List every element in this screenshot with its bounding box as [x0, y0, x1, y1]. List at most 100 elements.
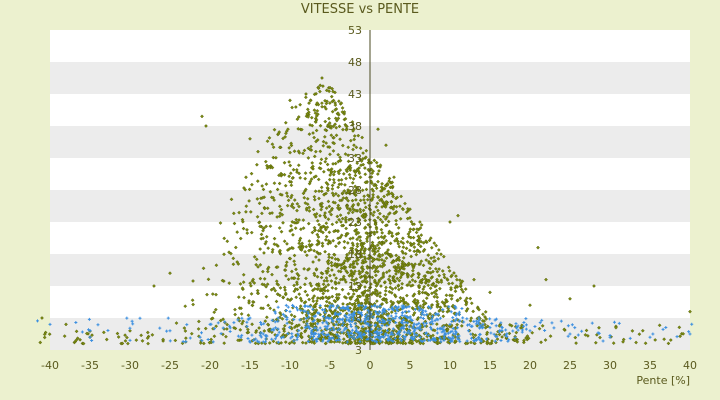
data-point [260, 184, 265, 188]
data-point [640, 328, 645, 333]
data-point [328, 168, 333, 173]
data-point [305, 196, 310, 201]
data-point [637, 332, 642, 337]
data-point [393, 238, 397, 243]
data-point [358, 255, 363, 260]
y-tick-label: 18 [348, 248, 362, 261]
data-point [290, 105, 294, 110]
data-point [372, 218, 377, 223]
data-point [353, 153, 358, 158]
data-point [277, 226, 282, 230]
data-point [62, 334, 67, 339]
data-point [292, 198, 297, 202]
data-point [434, 288, 439, 293]
data-point [305, 253, 309, 258]
data-point [389, 310, 394, 314]
x-tick-label: -35 [81, 359, 99, 372]
data-point [396, 269, 401, 274]
data-point [36, 319, 40, 323]
data-point [409, 219, 414, 224]
data-point [261, 187, 266, 192]
data-point [295, 117, 300, 122]
data-point [319, 207, 324, 212]
data-point [318, 251, 322, 256]
data-point [384, 300, 389, 305]
data-point [305, 202, 310, 207]
data-point [353, 298, 358, 303]
data-point [320, 244, 325, 248]
data-point [264, 294, 269, 299]
data-point [326, 188, 330, 193]
data-point [312, 212, 317, 217]
data-point [289, 313, 294, 317]
data-point [314, 128, 319, 133]
data-point [258, 247, 263, 251]
data-point [461, 289, 466, 294]
data-point [377, 246, 382, 251]
data-point [321, 143, 326, 148]
data-point [201, 341, 206, 346]
data-point [384, 238, 389, 243]
data-point [305, 112, 310, 116]
data-point [323, 237, 328, 242]
data-point [382, 263, 387, 267]
data-point [318, 149, 323, 154]
data-point [447, 269, 452, 273]
data-point [255, 162, 259, 167]
data-point [326, 123, 330, 127]
data-point [150, 333, 155, 337]
data-point [389, 299, 393, 304]
data-point [284, 191, 289, 196]
data-point [291, 167, 296, 172]
data-point [365, 197, 370, 202]
data-point [324, 156, 329, 161]
x-tick-label: 0 [367, 359, 374, 372]
data-point [139, 333, 144, 338]
data-point [311, 299, 316, 304]
data-point [380, 205, 384, 209]
data-point [388, 241, 393, 246]
data-point [346, 153, 351, 158]
data-point [120, 341, 125, 346]
data-point [389, 191, 394, 196]
data-point [245, 231, 250, 236]
data-point [341, 261, 346, 266]
data-point [380, 220, 385, 224]
data-point [401, 207, 405, 212]
data-point [337, 124, 342, 129]
data-point [250, 322, 254, 327]
data-point [310, 288, 315, 293]
data-point [419, 223, 424, 227]
data-point [303, 201, 308, 205]
data-point [336, 269, 341, 274]
data-point [329, 126, 333, 130]
data-point [254, 262, 259, 267]
data-point [340, 223, 344, 228]
data-point [328, 273, 332, 278]
data-point [324, 221, 329, 226]
data-point [326, 282, 331, 287]
data-point [326, 269, 330, 274]
data-point [289, 326, 294, 331]
data-point [314, 308, 319, 312]
data-point [364, 187, 369, 192]
data-point [260, 282, 265, 287]
data-point [366, 288, 370, 293]
data-point [396, 264, 401, 269]
data-point [338, 168, 343, 172]
data-point [318, 123, 323, 128]
data-point [81, 341, 86, 346]
data-point [424, 291, 429, 295]
data-point [395, 195, 400, 200]
data-point [315, 250, 319, 254]
data-point [323, 284, 328, 289]
data-point [325, 162, 330, 167]
data-point [206, 277, 211, 282]
data-point [366, 222, 371, 227]
data-point [261, 228, 265, 233]
data-point [372, 158, 377, 163]
data-point [269, 195, 274, 200]
data-point [225, 327, 229, 331]
data-point [426, 283, 431, 288]
data-point [280, 172, 285, 177]
